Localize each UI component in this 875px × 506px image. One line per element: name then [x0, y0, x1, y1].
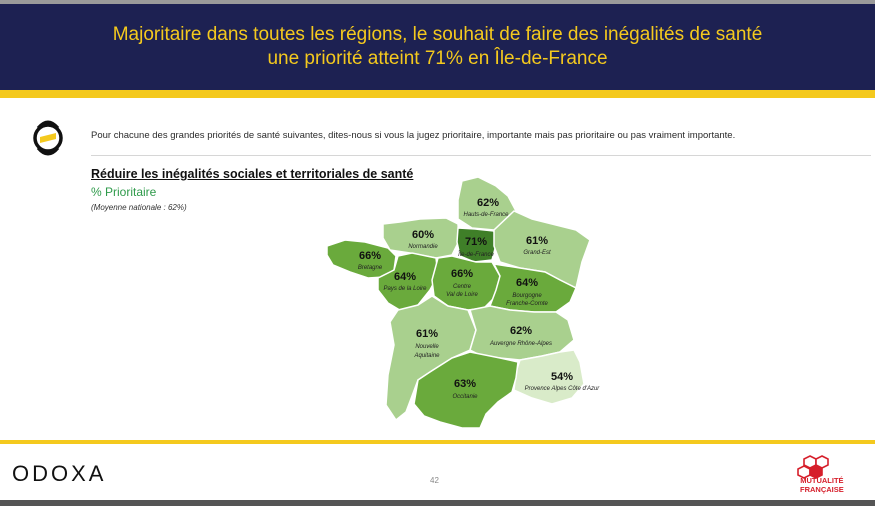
label-hauts-de-france: Hauts-de-France — [463, 212, 509, 218]
top-strip — [0, 0, 875, 4]
pct-bourgogne: 64% — [516, 277, 538, 289]
page-number: 42 — [430, 476, 439, 485]
label-bourgogne-line-2: Franche-Comte — [506, 301, 548, 307]
pct-occitanie: 63% — [454, 378, 476, 390]
chart-subtitle: % Prioritaire — [91, 185, 157, 199]
slide-title-line-1: Majoritaire dans toutes les régions, le … — [112, 24, 763, 45]
label-auvergne: Auvergne Rhône-Alpes — [489, 341, 552, 347]
mutualite-francaise-logo-icon — [797, 455, 829, 479]
pct-normandie: 60% — [412, 229, 434, 241]
header-accent-bar — [0, 90, 875, 98]
footer-accent-line — [0, 440, 875, 444]
odoxa-logo-text: ODOXA — [12, 461, 107, 486]
label-nouvelle-aquitaine-line-1: Nouvelle — [415, 344, 439, 350]
partner-line-1: MUTUALITÉ — [800, 476, 844, 485]
pct-paca: 54% — [551, 371, 573, 383]
pct-ile-de-france: 71% — [465, 236, 487, 248]
label-nouvelle-aquitaine-line-2: Aquitaine — [413, 353, 440, 359]
pct-centre: 66% — [451, 268, 473, 280]
label-centre-line-2: Val de Loire — [446, 292, 478, 298]
region-ile-de-france — [456, 227, 497, 263]
label-bourgogne-line-1: Bourgogne — [512, 293, 542, 299]
label-pays-de-la-loire: Pays de la Loire — [383, 286, 427, 292]
pct-nouvelle-aquitaine: 61% — [416, 328, 438, 340]
pct-bretagne: 66% — [359, 250, 381, 262]
region-paca — [513, 349, 585, 405]
label-centre-line-1: Centre — [453, 284, 472, 290]
mutualite-francaise-logo-text: MUTUALITÉ FRANÇAISE — [800, 476, 844, 494]
odoxa-question-icon — [33, 120, 63, 156]
slide-header: Majoritaire dans toutes les régions, le … — [0, 4, 875, 90]
bottom-strip — [0, 500, 875, 506]
pct-hauts-de-france: 62% — [477, 197, 499, 209]
pct-auvergne: 62% — [510, 325, 532, 337]
label-normandie: Normandie — [408, 244, 438, 250]
pct-pays-de-la-loire: 64% — [394, 271, 416, 283]
slide-title-line-2: une priorité atteint 71% en Île-de-Franc… — [267, 48, 608, 69]
label-bretagne: Bretagne — [358, 265, 383, 271]
odoxa-logo: ODOXA — [12, 461, 106, 487]
chart-title: Réduire les inégalités sociales et terri… — [91, 167, 414, 181]
label-occitanie: Occitanie — [452, 394, 478, 400]
question-text: Pour chacune des grandes priorités de sa… — [91, 130, 736, 141]
pct-grand-est: 61% — [526, 235, 548, 247]
label-paca: Provence Alpes Côte d'Azur — [525, 386, 601, 392]
divider — [91, 155, 871, 156]
label-ile-de-france: Île-de-France — [458, 251, 494, 258]
national-average-note: (Moyenne nationale : 62%) — [91, 203, 187, 212]
label-grand-est: Grand-Est — [523, 250, 551, 256]
region-occitanie — [413, 351, 519, 429]
partner-line-2: FRANÇAISE — [800, 485, 844, 494]
